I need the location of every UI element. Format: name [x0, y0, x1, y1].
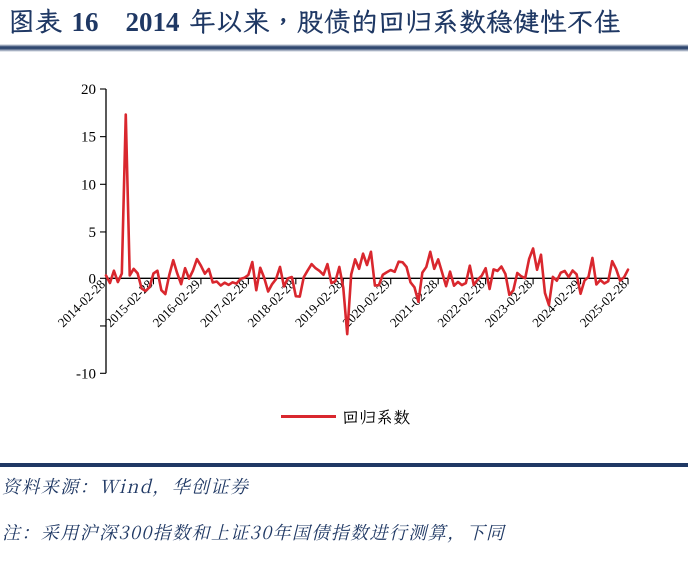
- svg-text:2014-02-28: 2014-02-28: [55, 277, 109, 331]
- svg-text:15: 15: [81, 130, 96, 146]
- svg-text:2016-02-29: 2016-02-29: [150, 277, 204, 331]
- svg-text:20: 20: [81, 82, 96, 98]
- svg-text:2019-02-28: 2019-02-28: [292, 277, 346, 331]
- svg-text:10: 10: [81, 177, 96, 193]
- svg-text:5: 5: [89, 225, 97, 241]
- svg-text:2015-02-28: 2015-02-28: [102, 277, 156, 331]
- svg-text:-10: -10: [76, 366, 96, 382]
- svg-text:2024-02-29: 2024-02-29: [529, 277, 583, 331]
